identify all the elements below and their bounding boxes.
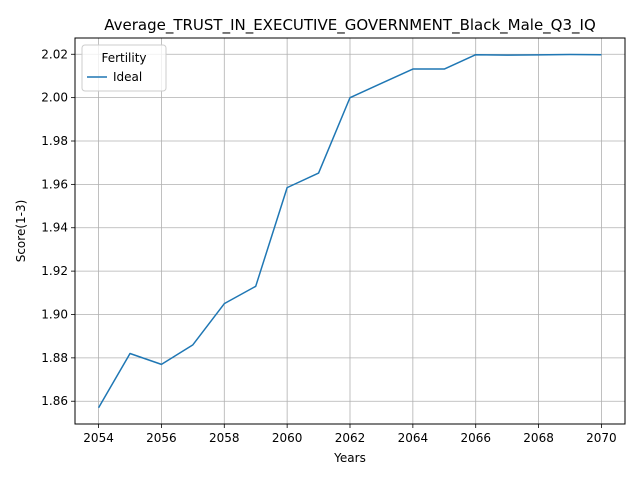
x-tick-label: 2062 (335, 431, 366, 445)
y-tick-label: 1.98 (41, 134, 68, 148)
x-tick-label: 2054 (83, 431, 114, 445)
y-tick-label: 1.96 (41, 177, 68, 191)
y-tick-label: 1.90 (41, 307, 68, 321)
legend: Fertility Ideal (81, 44, 167, 92)
y-tick-label: 2.02 (41, 47, 68, 61)
x-axis-label: Years (333, 451, 366, 465)
x-axis-ticks: 2054 2056 2058 2060 2062 2064 2066 2068 2070 (83, 424, 617, 445)
legend-label-ideal: Ideal (113, 70, 142, 84)
series-lines (97, 53, 602, 409)
y-axis-label: Score(1-3) (14, 200, 28, 263)
y-tick-label: 2.00 (41, 91, 68, 105)
y-tick-label: 1.86 (41, 394, 68, 408)
chart-title: Average_TRUST_IN_EXECUTIVE_GOVERNMENT_Bl… (104, 16, 596, 35)
y-tick-label: 1.92 (41, 264, 68, 278)
y-tick-label: 1.94 (41, 221, 68, 235)
x-tick-label: 2066 (460, 431, 491, 445)
x-tick-label: 2070 (586, 431, 617, 445)
x-tick-label: 2060 (272, 431, 303, 445)
y-axis-ticks: 1.86 1.88 1.90 1.92 1.94 1.96 1.98 2.00 2.02 (41, 47, 75, 408)
x-tick-label: 2056 (146, 431, 177, 445)
grid-lines (75, 38, 625, 424)
legend-title: Fertility (101, 51, 146, 65)
series-line-ideal (97, 53, 602, 409)
x-tick-label: 2064 (398, 431, 429, 445)
x-tick-label: 2068 (523, 431, 554, 445)
legend-box (81, 44, 167, 92)
y-tick-label: 1.88 (41, 351, 68, 365)
x-tick-label: 2058 (209, 431, 240, 445)
